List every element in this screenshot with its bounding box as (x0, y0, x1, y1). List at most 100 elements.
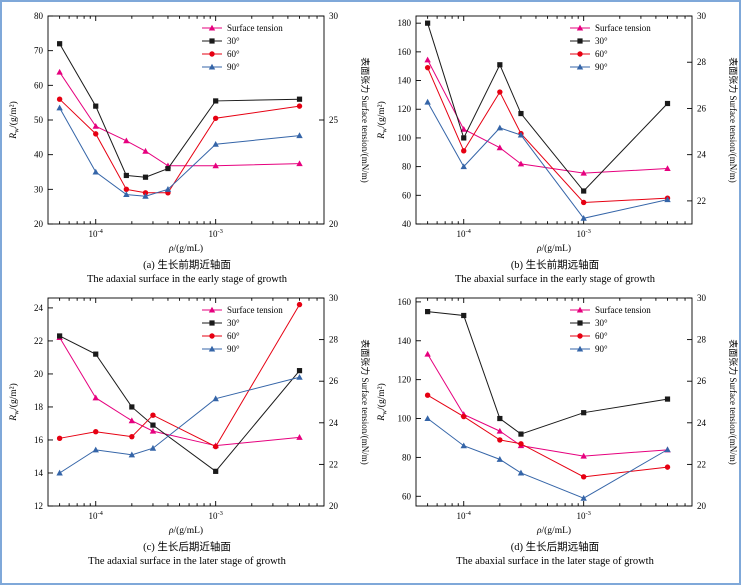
y-left-tick-label: 12 (34, 501, 43, 511)
plot-border (415, 15, 693, 225)
series-90° (56, 104, 303, 199)
y-left-tick-label: 40 (402, 219, 412, 229)
legend-label: 90° (227, 344, 240, 354)
y-left-tick-label: 40 (34, 150, 44, 160)
series-60° (424, 392, 671, 480)
y-right-tick-label: 26 (697, 103, 707, 113)
legend-label: 60° (227, 331, 240, 341)
y-left-tick-label: 14 (34, 468, 44, 478)
x-tick-label: 10-4 (457, 228, 472, 239)
chart-cell-a: 10-4 10-3 20 30 40 50 60 70 80 20 25 30 ρ/(g/mL) Rw/(… (4, 6, 370, 286)
axis-labels: 10-4 10-3 20 30 40 50 60 70 80 20 25 30 ρ/(g/mL) Rw/(… (8, 11, 370, 254)
x-axis-title: ρ/(g/mL) (168, 243, 203, 254)
axes (415, 297, 693, 507)
chart-c-plot: 10-4 10-3 12 14 16 18 20 22 24 20 22 24 26 28 30 ρ/(g/m… (8, 293, 370, 536)
y-left-axis-title: Rw/(g/m²) (8, 384, 21, 422)
x-axis-title: ρ/(g/mL) (536, 525, 571, 536)
axis-labels: 10-4 10-3 60 80 100 120 140 160 20 22 24 26 28 30 ρ/(g… (376, 293, 738, 536)
y-right-tick-label: 20 (329, 219, 339, 229)
y-right-tick-label: 20 (697, 501, 707, 511)
x-tick-label: 10-3 (208, 228, 222, 239)
legend-label: 90° (595, 62, 608, 72)
legend-label: 30° (227, 318, 240, 328)
y-left-tick-label: 60 (34, 80, 44, 90)
y-left-tick-label: 24 (34, 303, 44, 313)
series-90° (56, 374, 303, 476)
x-tick-label: 10-4 (89, 228, 104, 239)
legend-label: 60° (227, 49, 240, 59)
x-tick-label: 10-4 (457, 510, 472, 521)
series-90° (424, 415, 671, 502)
chart-c-caption-en: The adaxial surface in the later stage o… (88, 555, 286, 567)
chart-b-plot: 10-4 10-3 40 60 80 100 120 140 160 180 22 24 26 28 30 ρ… (376, 11, 738, 254)
y-left-tick-label: 160 (398, 47, 412, 57)
legend-label: Surface tension (595, 305, 651, 315)
series-line (427, 67, 668, 203)
y-right-tick-label: 22 (697, 196, 706, 206)
chart-c-caption-zh: (c) 生长后期近轴面 (143, 542, 231, 554)
y-right-tick-label: 30 (697, 293, 707, 303)
y-left-tick-label: 30 (34, 184, 44, 194)
legend-label: 60° (595, 331, 608, 341)
x-tick-label: 10-4 (89, 510, 104, 521)
y-right-tick-label: 24 (697, 418, 707, 428)
y-left-axis-title: Rw/(g/m²) (376, 101, 389, 139)
legend-label: 90° (227, 62, 240, 72)
legend-label: 90° (595, 344, 608, 354)
y-left-tick-label: 100 (398, 133, 412, 143)
legend: Surface tension 30° 60° 90° (570, 305, 651, 354)
chart-a-caption: (a) 生长前期近轴面 The adaxial surface in the e… (87, 259, 287, 286)
legend: Surface tension 30° 60° 90° (570, 23, 651, 72)
y-left-tick-label: 120 (398, 375, 412, 385)
series-60° (56, 302, 303, 450)
series-60° (56, 96, 303, 196)
legend-label: 30° (227, 36, 240, 46)
chart-a-plot: 10-4 10-3 20 30 40 50 60 70 80 20 25 30 ρ/(g/mL) Rw/(… (8, 11, 370, 254)
y-left-tick-label: 80 (402, 453, 412, 463)
series-line (427, 23, 668, 192)
legend-label: 30° (595, 36, 608, 46)
series-line (59, 335, 300, 473)
chart-c-caption: (c) 生长后期近轴面 The adaxial surface in the l… (88, 541, 286, 568)
x-axis-title: ρ/(g/mL) (168, 525, 203, 536)
legend: Surface tension 30° 60° 90° (202, 23, 283, 72)
y-left-axis-title: Rw/(g/m²) (376, 384, 389, 422)
y-right-tick-label: 20 (329, 501, 339, 511)
series-line (427, 354, 668, 457)
legend: Surface tension 30° 60° 90° (202, 305, 283, 354)
x-tick-label: 10-3 (576, 228, 590, 239)
y-left-tick-label: 16 (34, 435, 44, 445)
y-left-tick-label: 20 (34, 219, 44, 229)
chart-d-caption-zh: (d) 生长后期远轴面 (510, 542, 600, 554)
y-right-tick-label: 28 (697, 57, 707, 67)
series-line (427, 395, 668, 478)
y-left-tick-label: 70 (34, 46, 44, 56)
charts-grid: 10-4 10-3 20 30 40 50 60 70 80 20 25 30 ρ/(g/mL) Rw/(… (4, 6, 738, 569)
legend-label: Surface tension (227, 23, 283, 33)
chart-cell-b: 10-4 10-3 40 60 80 100 120 140 160 180 22 24 26 28 30 ρ… (372, 6, 738, 286)
series-line (59, 43, 300, 178)
y-left-tick-label: 50 (34, 115, 44, 125)
x-tick-label: 10-3 (208, 510, 222, 521)
series-line (59, 377, 300, 474)
chart-a-caption-en: The adaxial surface in the early stage o… (87, 273, 287, 285)
axes (415, 15, 693, 225)
chart-d-caption-en: The abaxial surface in the later stage o… (456, 555, 654, 567)
y-right-tick-label: 25 (329, 115, 339, 125)
series-line (427, 59, 668, 174)
chart-d-caption: (d) 生长后期远轴面 The abaxial surface in the l… (456, 541, 654, 568)
y-right-tick-label: 28 (697, 335, 707, 345)
chart-cell-c: 10-4 10-3 12 14 16 18 20 22 24 20 22 24 26 28 30 ρ/(g/m… (4, 288, 370, 568)
y-left-tick-label: 180 (398, 18, 412, 28)
legend-label: 30° (595, 318, 608, 328)
chart-a-caption-zh: (a) 生长前期近轴面 (143, 260, 231, 271)
axes (47, 297, 325, 507)
axis-labels: 10-4 10-3 12 14 16 18 20 22 24 20 22 24 26 28 30 ρ/(g/m… (8, 293, 370, 536)
y-right-tick-label: 30 (329, 11, 339, 21)
y-right-tick-label: 28 (329, 335, 339, 345)
chart-cell-d: 10-4 10-3 60 80 100 120 140 160 20 22 24 26 28 30 ρ/(g… (372, 288, 738, 568)
series-90° (424, 98, 671, 221)
chart-d-plot: 10-4 10-3 60 80 100 120 140 160 20 22 24 26 28 30 ρ/(g… (376, 293, 738, 536)
series-30° (57, 333, 303, 475)
plot-border (47, 297, 325, 507)
